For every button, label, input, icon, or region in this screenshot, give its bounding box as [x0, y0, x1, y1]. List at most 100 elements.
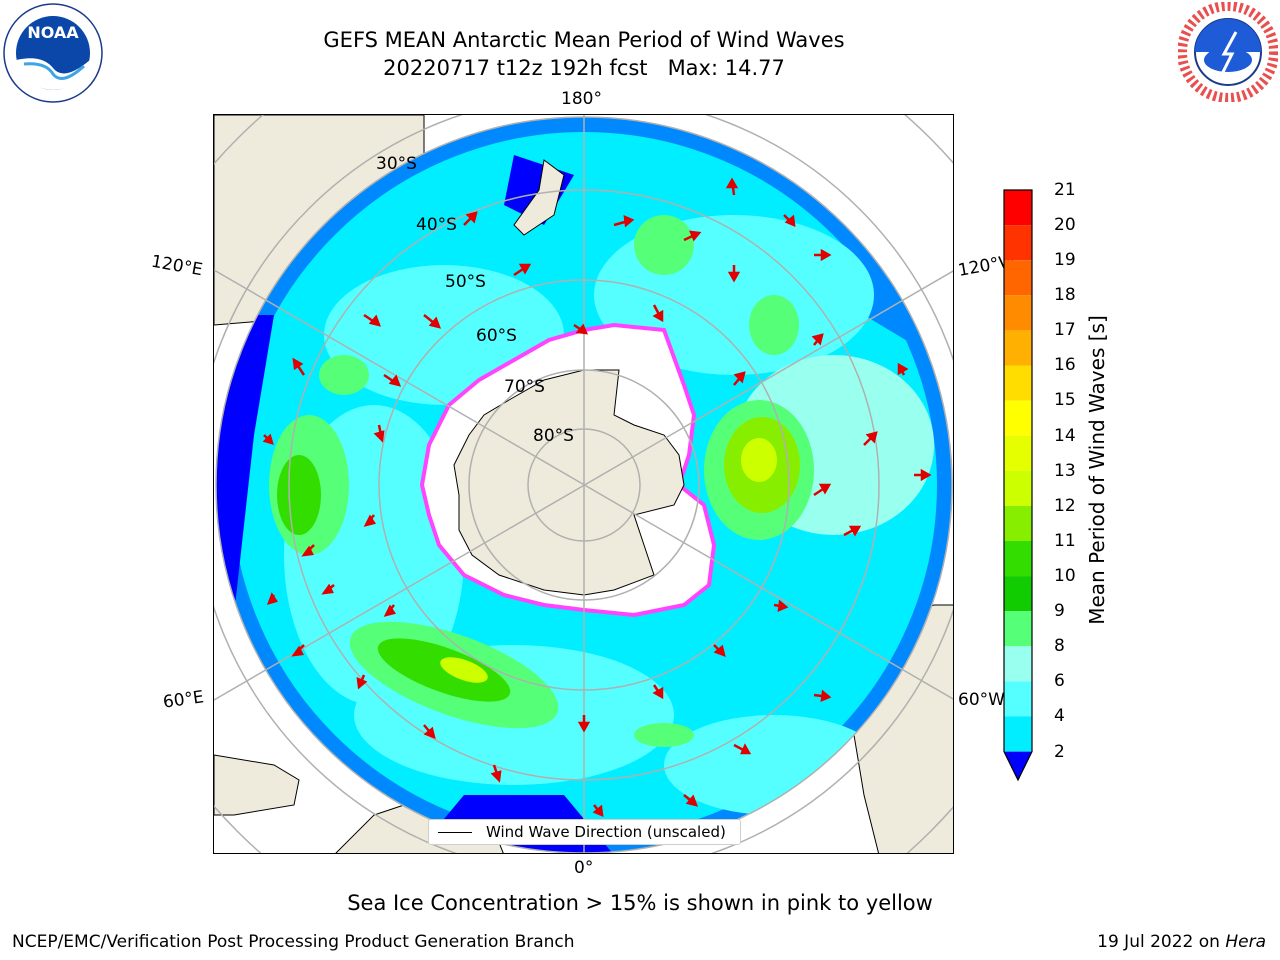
cb-seg-9-8 — [1004, 611, 1032, 647]
colorbar-segments — [1004, 190, 1032, 780]
cb-tick: 16 — [1054, 355, 1076, 375]
wind-arrow — [373, 424, 385, 443]
wind-arrow — [363, 514, 377, 527]
cb-seg-15-14 — [1004, 400, 1032, 436]
nws-logo — [1178, 2, 1278, 102]
wind-arrow — [727, 265, 741, 283]
cb-tick: 4 — [1054, 706, 1065, 726]
polar-map: 30°S 40°S 50°S 60°S 70°S 80°S — [214, 115, 953, 853]
new-zealand-land — [513, 159, 565, 236]
lon-label-60w: 60°W — [958, 690, 1005, 710]
colorbar — [1003, 189, 1033, 782]
cb-tick: 14 — [1054, 426, 1076, 446]
wind-arrow — [363, 313, 382, 327]
cb-seg-13-12 — [1004, 470, 1032, 506]
map-frame: 30°S 40°S 50°S 60°S 70°S 80°S — [213, 114, 954, 854]
wind-arrow — [266, 592, 278, 605]
chart-subtitle: 20220717 t12z 192h fcst Max: 14.77 — [383, 56, 785, 80]
wind-arrow — [813, 689, 832, 703]
lat-label-60s: 60°S — [476, 326, 517, 346]
wind-arrow — [383, 373, 402, 387]
cb-seg-20-19 — [1004, 225, 1032, 261]
madagascar-land — [214, 754, 300, 816]
cb-tick: 17 — [1054, 320, 1076, 340]
wind-arrow — [592, 804, 604, 818]
wind-arrow — [262, 433, 274, 445]
cb-tick: 2 — [1054, 742, 1065, 762]
wind-arrow — [423, 724, 436, 740]
cb-seg-17-16 — [1004, 330, 1032, 366]
cb-tick: 10 — [1054, 566, 1076, 586]
lon-label-60e: 60°E — [161, 687, 206, 713]
legend-line-swatch — [438, 831, 472, 833]
cb-tick: 13 — [1054, 461, 1076, 481]
cb-seg-18-17 — [1004, 295, 1032, 331]
wind-arrow — [613, 214, 635, 228]
cb-tick: 18 — [1054, 285, 1076, 305]
wind-arrow — [914, 468, 932, 482]
wind-arrow — [683, 230, 702, 242]
cb-tick: 12 — [1054, 496, 1076, 516]
lon-label-180: 180° — [561, 89, 602, 109]
wind-arrow — [652, 304, 664, 323]
cb-tick: 11 — [1054, 531, 1076, 551]
cb-seg-14-13 — [1004, 435, 1032, 471]
cb-tick: 19 — [1054, 250, 1076, 270]
wind-arrow — [683, 794, 699, 807]
cb-tick: 9 — [1054, 601, 1065, 621]
wind-arrow — [652, 684, 664, 700]
cb-seg-11-10 — [1004, 541, 1032, 577]
wind-arrow — [573, 323, 589, 335]
lat-label-40s: 40°S — [416, 215, 457, 235]
wind-arrow — [733, 743, 752, 755]
noaa-logo: NOAA — [3, 3, 103, 103]
cb-tick: 20 — [1054, 215, 1076, 235]
wind-arrow — [463, 211, 478, 226]
wind-arrow — [843, 525, 862, 537]
lon-label-120e: 120°E — [149, 251, 205, 281]
wind-arrow — [773, 599, 789, 613]
lat-label-70s: 70°S — [504, 377, 545, 397]
wind-arrow — [291, 644, 305, 657]
lat-label-50s: 50°S — [445, 272, 486, 292]
cb-seg-16-15 — [1004, 365, 1032, 401]
wind-arrow — [577, 715, 591, 733]
cb-tick: 21 — [1054, 180, 1076, 200]
wind-arrow — [863, 431, 878, 446]
footer-date-text: 19 Jul 2022 on — [1097, 932, 1226, 952]
wind-arrow — [733, 371, 746, 386]
wind-arrow — [813, 483, 832, 497]
wind-arrow — [897, 362, 909, 376]
sea-ice-caption: Sea Ice Concentration > 15% is shown in … — [347, 891, 933, 915]
cb-outline — [1003, 189, 1033, 782]
wind-arrow — [490, 764, 502, 783]
wind-arrow — [301, 544, 315, 557]
footer-credit: NCEP/EMC/Verification Post Processing Pr… — [12, 932, 575, 952]
wind-arrow — [423, 314, 442, 329]
wind-arrow — [292, 357, 306, 376]
cb-seg-6-4 — [1004, 681, 1032, 717]
wind-arrow — [356, 674, 368, 690]
cb-seg-10-9 — [1004, 576, 1032, 612]
wind-arrow — [725, 177, 739, 196]
colorbar-label: Mean Period of Wind Waves [s] — [1085, 315, 1109, 625]
noaa-logo-text: NOAA — [27, 23, 79, 42]
antarctica — [419, 322, 717, 618]
cb-tick: 8 — [1054, 636, 1065, 656]
legend-label: Wind Wave Direction (unscaled) — [486, 823, 726, 841]
map-boundary — [215, 116, 953, 853]
cb-tick: 15 — [1054, 390, 1076, 410]
wind-arrow — [383, 604, 397, 617]
cb-seg-21-20 — [1004, 190, 1032, 226]
wind-arrow — [513, 263, 532, 277]
wind-arrow — [811, 333, 824, 346]
lon-label-0: 0° — [574, 858, 594, 878]
chart-title: GEFS MEAN Antarctic Mean Period of Wind … — [323, 28, 845, 52]
lat-label-80s: 80°S — [533, 426, 574, 446]
cb-seg-19-18 — [1004, 260, 1032, 296]
antarctica-land — [453, 369, 685, 596]
wind-arrows — [262, 177, 932, 818]
lat-label-30s: 30°S — [376, 154, 417, 174]
map-legend: Wind Wave Direction (unscaled) — [428, 819, 741, 845]
wind-arrow — [321, 583, 335, 595]
